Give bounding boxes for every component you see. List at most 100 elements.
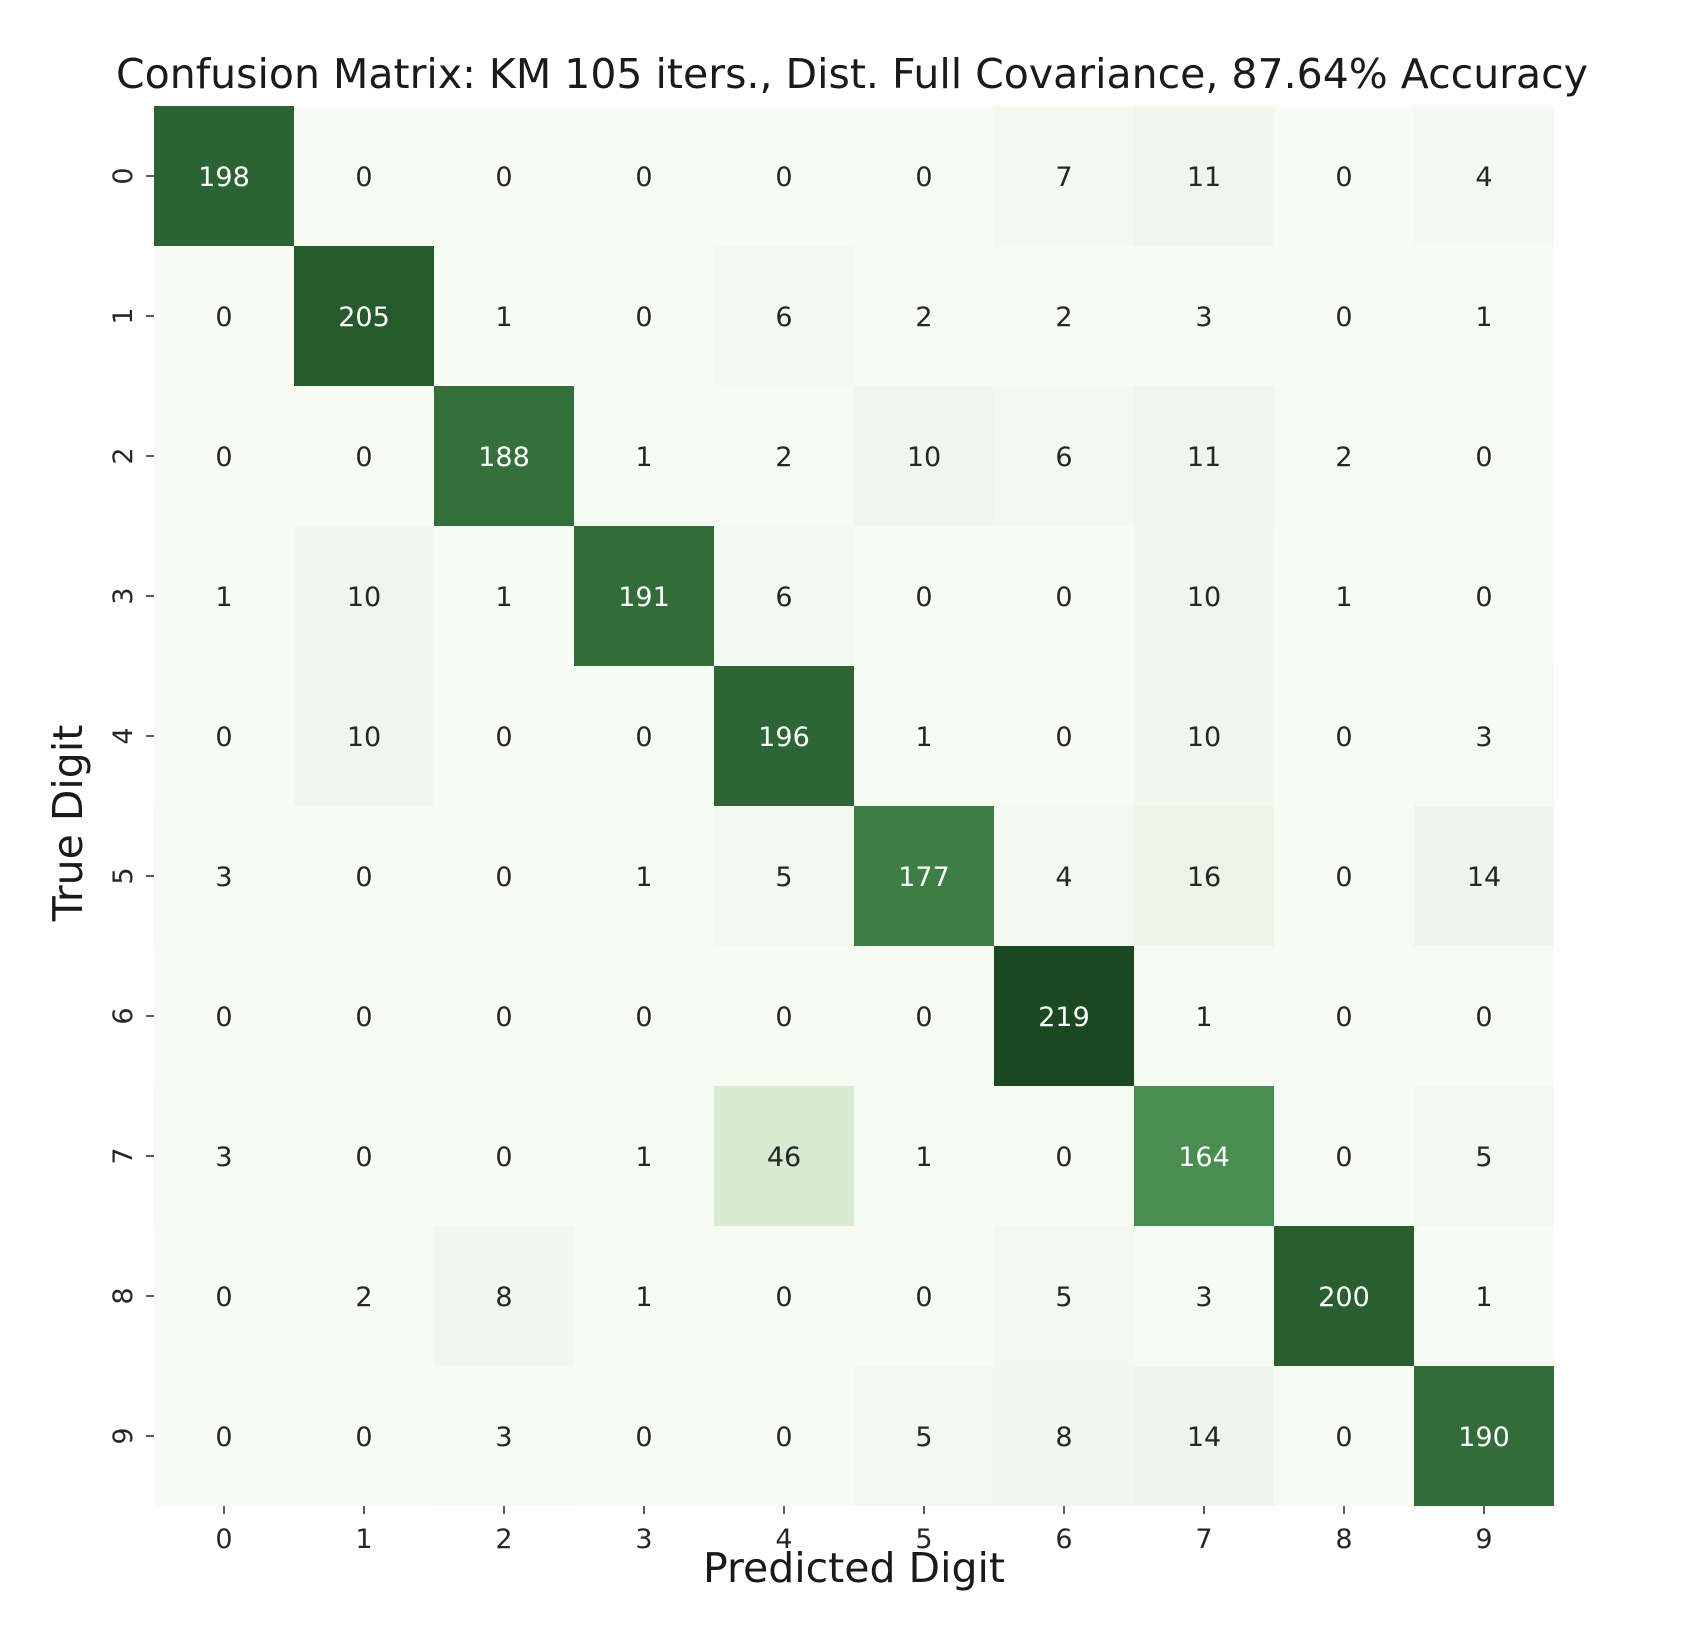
heatmap-cell-r5-c2 — [434, 806, 574, 946]
cell-value-label: 2 — [775, 442, 792, 473]
heatmap-cell-r0-c0 — [154, 106, 294, 246]
y-tick-label: 5 — [108, 867, 139, 884]
cell-value-label: 46 — [767, 1142, 801, 1173]
y-tick-label: 6 — [108, 1007, 139, 1024]
heatmap-cell-r6-c9 — [1414, 946, 1554, 1086]
heatmap-cell-r7-c4 — [714, 1086, 854, 1226]
cell-value-label: 0 — [1055, 582, 1072, 613]
cell-value-label: 10 — [347, 722, 381, 753]
heatmap-cell-r7-c2 — [434, 1086, 574, 1226]
heatmap-cell-r3-c3 — [574, 526, 714, 666]
heatmap-cell-r2-c5 — [854, 386, 994, 526]
cell-value-label: 0 — [1475, 582, 1492, 613]
heatmap-cell-r8-c0 — [154, 1226, 294, 1366]
heatmap-cell-r2-c7 — [1134, 386, 1274, 526]
heatmap-cell-r9-c8 — [1274, 1366, 1414, 1506]
cell-value-label: 8 — [1055, 1422, 1072, 1453]
heatmap-cell-r6-c7 — [1134, 946, 1274, 1086]
y-tick-label: 3 — [108, 587, 139, 604]
x-tick-label: 5 — [915, 1524, 932, 1555]
heatmap-cell-r7-c6 — [994, 1086, 1134, 1226]
x-tick-label: 0 — [215, 1524, 232, 1555]
heatmap-cell-r6-c2 — [434, 946, 574, 1086]
heatmap-cell-r2-c1 — [294, 386, 434, 526]
cell-value-label: 0 — [1475, 1002, 1492, 1033]
cell-value-label: 1 — [1475, 1282, 1492, 1313]
cell-value-label: 3 — [215, 1142, 232, 1173]
heatmap-cell-r9-c1 — [294, 1366, 434, 1506]
heatmap-cell-r3-c6 — [994, 526, 1134, 666]
cell-value-label: 3 — [215, 862, 232, 893]
heatmap-cell-r4-c9 — [1414, 666, 1554, 806]
x-tick-label: 3 — [635, 1524, 652, 1555]
cell-value-label: 0 — [1335, 1002, 1352, 1033]
heatmap-cell-r0-c7 — [1134, 106, 1274, 246]
y-tick-label: 4 — [108, 727, 139, 744]
cell-value-label: 14 — [1467, 862, 1501, 893]
cell-value-label: 219 — [1038, 1002, 1090, 1033]
cell-value-label: 0 — [215, 1422, 232, 1453]
y-tick-label: 2 — [108, 447, 139, 464]
cell-value-label: 198 — [198, 162, 250, 193]
heatmap-cell-r4-c7 — [1134, 666, 1274, 806]
cell-value-label: 6 — [1055, 442, 1072, 473]
cell-value-label: 0 — [215, 442, 232, 473]
cell-value-label: 0 — [355, 862, 372, 893]
heatmap-cell-r0-c8 — [1274, 106, 1414, 246]
cell-value-label: 1 — [1335, 582, 1352, 613]
heatmap-cell-r8-c2 — [434, 1226, 574, 1366]
cell-value-label: 0 — [495, 862, 512, 893]
heatmap-cell-r6-c8 — [1274, 946, 1414, 1086]
heatmap-cell-r8-c4 — [714, 1226, 854, 1366]
heatmap-cell-r8-c1 — [294, 1226, 434, 1366]
x-tick-label: 4 — [775, 1524, 792, 1555]
heatmap-cell-r5-c8 — [1274, 806, 1414, 946]
heatmap-cell-r5-c3 — [574, 806, 714, 946]
cell-value-label: 11 — [1187, 162, 1221, 193]
heatmap-cells: 198 0 0 0 0 0 7 11 0 40 205 1 0 6 2 2 3 0 10 0 188 1 2 10 6 11 2 01… — [154, 106, 1554, 1506]
cell-value-label: 1 — [495, 302, 512, 333]
heatmap-cell-r7-c8 — [1274, 1086, 1414, 1226]
x-tick-label: 6 — [1055, 1524, 1072, 1555]
heatmap-cell-r0-c4 — [714, 106, 854, 246]
heatmap-cell-r1-c0 — [154, 246, 294, 386]
heatmap-cell-r3-c2 — [434, 526, 574, 666]
cell-value-label: 14 — [1187, 1422, 1221, 1453]
heatmap-cell-r5-c6 — [994, 806, 1134, 946]
heatmap-cell-r3-c9 — [1414, 526, 1554, 666]
heatmap-cell-r1-c6 — [994, 246, 1134, 386]
cell-value-label: 0 — [635, 162, 652, 193]
cell-value-label: 1 — [635, 1142, 652, 1173]
cell-value-label: 0 — [915, 1002, 932, 1033]
heatmap-cell-r0-c1 — [294, 106, 434, 246]
cell-value-label: 200 — [1318, 1282, 1370, 1313]
heatmap-cell-r6-c1 — [294, 946, 434, 1086]
heatmap-cell-r9-c9 — [1414, 1366, 1554, 1506]
heatmap-cell-r9-c4 — [714, 1366, 854, 1506]
heatmap-cell-r2-c6 — [994, 386, 1134, 526]
x-axis-label: Predicted Digit — [703, 1544, 1005, 1592]
y-axis-label: True Digit — [44, 725, 92, 923]
x-tick-label: 7 — [1195, 1524, 1212, 1555]
heatmap-cell-r1-c5 — [854, 246, 994, 386]
heatmap-cell-r4-c8 — [1274, 666, 1414, 806]
cell-value-label: 1 — [1195, 1002, 1212, 1033]
x-tick-label: 9 — [1475, 1524, 1492, 1555]
cell-value-label: 0 — [355, 1142, 372, 1173]
heatmap-cell-r5-c0 — [154, 806, 294, 946]
cell-value-label: 0 — [635, 722, 652, 753]
cell-value-label: 0 — [495, 1142, 512, 1173]
heatmap-cell-r4-c1 — [294, 666, 434, 806]
heatmap-cell-r5-c7 — [1134, 806, 1274, 946]
heatmap-cell-r2-c8 — [1274, 386, 1414, 526]
cell-value-label: 0 — [915, 1282, 932, 1313]
cell-value-label: 0 — [215, 1282, 232, 1313]
heatmap-cell-r4-c5 — [854, 666, 994, 806]
cell-value-label: 164 — [1178, 1142, 1230, 1173]
heatmap-cell-r8-c3 — [574, 1226, 714, 1366]
cell-value-label: 1 — [215, 582, 232, 613]
cell-value-label: 2 — [355, 1282, 372, 1313]
heatmap-cell-r8-c7 — [1134, 1226, 1274, 1366]
heatmap-cell-r1-c8 — [1274, 246, 1414, 386]
